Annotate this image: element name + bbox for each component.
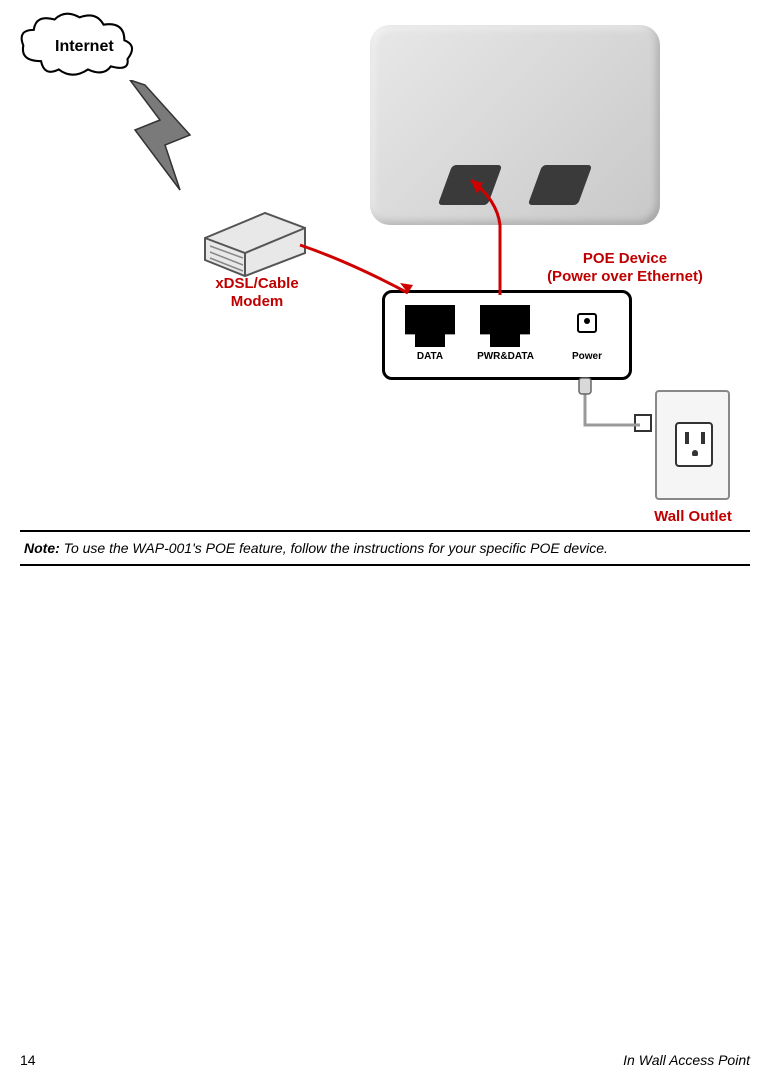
- internet-label: Internet: [55, 38, 114, 56]
- note-text: Note: To use the WAP-001's POE feature, …: [24, 540, 746, 556]
- wall-outlet-label: Wall Outlet: [638, 508, 748, 526]
- ap-port-2: [528, 165, 593, 205]
- note-label: Note:: [24, 540, 60, 556]
- access-point-device: [370, 25, 660, 225]
- ap-port-1: [438, 165, 503, 205]
- poe-data-port-label: DATA: [405, 351, 455, 362]
- wall-outlet: [655, 390, 730, 500]
- note-box: Note: To use the WAP-001's POE feature, …: [20, 530, 750, 566]
- page-footer: 14 In Wall Access Point: [20, 1052, 750, 1068]
- poe-device: DATA PWR&DATA Power: [382, 290, 632, 380]
- poe-pwrdata-port-label: PWR&DATA: [473, 351, 538, 362]
- poe-device-label: POE Device (Power over Ethernet): [520, 250, 730, 286]
- poe-power-label: Power: [567, 351, 607, 362]
- page-number: 14: [20, 1052, 36, 1068]
- connection-diagram: Internet xDSL/Cable Modem DATA PWR&DATA …: [0, 0, 770, 530]
- modem-label: xDSL/Cable Modem: [202, 275, 312, 311]
- internet-cloud: Internet: [15, 8, 140, 83]
- poe-data-port: [405, 305, 455, 347]
- poe-pwrdata-port: [480, 305, 530, 347]
- poe-power-jack: [577, 313, 597, 333]
- note-body: To use the WAP-001's POE feature, follow…: [60, 540, 608, 556]
- modem-device: [195, 198, 315, 278]
- doc-title: In Wall Access Point: [623, 1052, 750, 1068]
- power-plug-icon: [634, 414, 652, 432]
- lightning-bolt-icon: [110, 80, 200, 220]
